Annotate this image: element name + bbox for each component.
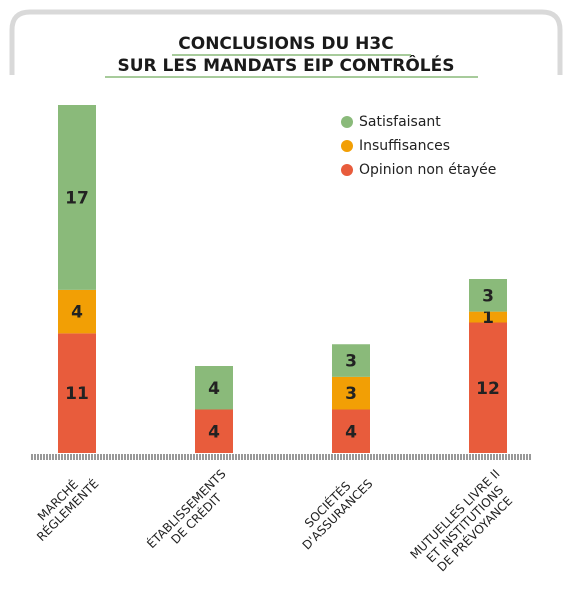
chart-title: SUR LES MANDATS EIP CONTRÔLÉS [118, 54, 455, 76]
bar-segment [58, 289, 96, 334]
data-label: 11 [65, 384, 89, 404]
data-label: 17 [65, 188, 89, 208]
bar-segment [195, 409, 233, 453]
data-label: 4 [345, 422, 357, 442]
legend-label: Insuffisances [359, 138, 450, 154]
data-label: 4 [71, 303, 83, 323]
legend-label: Opinion non étayée [359, 162, 496, 178]
legend-marker [341, 140, 353, 152]
chart-title: CONCLUSIONS DU H3C [178, 34, 393, 54]
data-label: 12 [476, 379, 500, 399]
bar-segment [58, 105, 96, 290]
bar-segment [469, 311, 507, 323]
bar-segment [332, 376, 370, 410]
legend-label: Satisfaisant [359, 114, 441, 130]
bar-segment [195, 366, 233, 410]
bar-segment [58, 333, 96, 453]
card-border [9, 9, 563, 75]
legend-marker [341, 116, 353, 128]
legend-marker [341, 164, 353, 176]
data-label: 4 [208, 422, 220, 442]
data-label: 3 [345, 384, 357, 404]
data-label: 3 [345, 352, 357, 372]
bar-segment [332, 344, 370, 377]
bar-segment [469, 322, 507, 453]
bar-segment [332, 409, 370, 453]
data-label: 4 [208, 379, 220, 399]
bar-segment [469, 279, 507, 312]
data-label: 3 [482, 286, 494, 306]
data-label: 1 [482, 308, 494, 328]
